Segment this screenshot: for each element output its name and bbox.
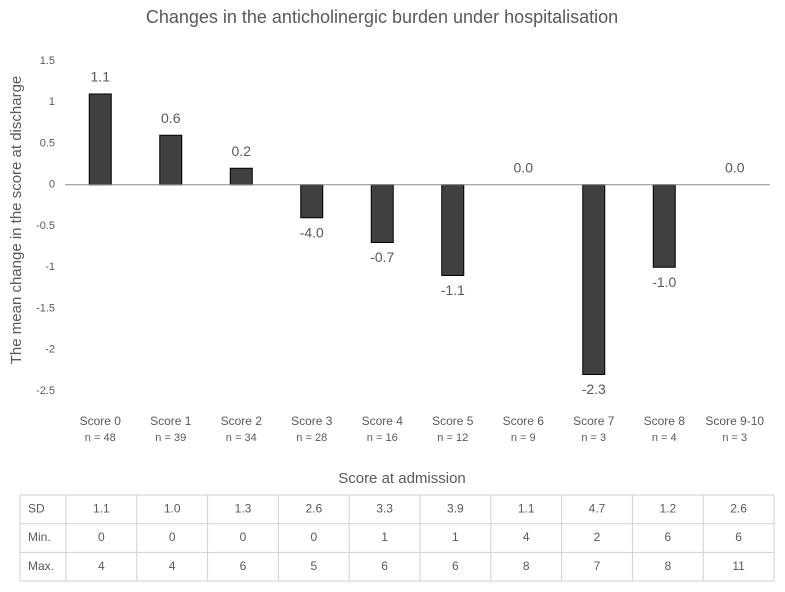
x-tick-label: Score 2 bbox=[221, 414, 263, 428]
table-cell: 5 bbox=[310, 559, 317, 573]
chart-title: Changes in the anticholinergic burden un… bbox=[146, 7, 618, 27]
table-cell: 1 bbox=[452, 530, 459, 544]
category-note: n = 4 bbox=[652, 432, 677, 444]
table-cell: 2 bbox=[594, 530, 601, 544]
y-tick-label: 0 bbox=[49, 179, 55, 191]
category-note: n = 3 bbox=[581, 432, 606, 444]
data-label: 0.0 bbox=[725, 159, 745, 175]
category-note: n = 3 bbox=[722, 432, 747, 444]
table-cell: 6 bbox=[381, 559, 388, 573]
table-cell: 8 bbox=[664, 559, 671, 573]
x-tick-label: Score 1 bbox=[150, 414, 192, 428]
y-tick-label: -2 bbox=[45, 344, 55, 356]
y-tick-label: -1.5 bbox=[36, 302, 55, 314]
table-row-header: Max. bbox=[28, 559, 54, 573]
bar bbox=[88, 93, 112, 186]
table-cell: 1.1 bbox=[518, 502, 535, 516]
x-tick-label: Score 4 bbox=[362, 414, 404, 428]
table-cell: 7 bbox=[594, 559, 601, 573]
table-cell: 1.3 bbox=[235, 502, 252, 516]
x-axis-label: Score at admission bbox=[338, 470, 466, 487]
table-cell: 2.6 bbox=[305, 502, 322, 516]
data-label: -1.0 bbox=[652, 274, 676, 290]
x-tick-label: Score 8 bbox=[644, 414, 686, 428]
data-label: 1.1 bbox=[91, 69, 111, 85]
table-cell: 2.6 bbox=[730, 502, 747, 516]
y-tick-label: 1 bbox=[49, 96, 55, 108]
table-cell: 6 bbox=[664, 530, 671, 544]
data-label: -2.3 bbox=[582, 381, 606, 397]
data-label: 0.0 bbox=[514, 159, 534, 175]
data-label: -1.1 bbox=[441, 282, 465, 298]
bar bbox=[229, 167, 253, 186]
x-tick-label: Score 6 bbox=[503, 414, 545, 428]
bar bbox=[582, 184, 606, 375]
table-cell: 1 bbox=[381, 530, 388, 544]
table-cell: 6 bbox=[452, 559, 459, 573]
table-cell: 4 bbox=[523, 530, 530, 544]
category-note: n = 48 bbox=[85, 432, 116, 444]
category-note: n = 28 bbox=[296, 432, 327, 444]
category-note: n = 16 bbox=[367, 432, 398, 444]
table-cell: 1.1 bbox=[93, 502, 110, 516]
table-row-header: SD bbox=[28, 502, 45, 516]
category-note: n = 9 bbox=[511, 432, 536, 444]
y-tick-label: -0.5 bbox=[36, 220, 55, 232]
x-tick-label: Score 7 bbox=[573, 414, 615, 428]
bar bbox=[300, 184, 324, 219]
y-tick-label: -1 bbox=[45, 261, 55, 273]
table-cell: 6 bbox=[240, 559, 247, 573]
table-cell: 4.7 bbox=[589, 502, 606, 516]
x-tick-label: Score 5 bbox=[432, 414, 474, 428]
data-label: 0.2 bbox=[232, 143, 252, 159]
table-cell: 0 bbox=[169, 530, 176, 544]
table-cell: 4 bbox=[98, 559, 105, 573]
y-tick-label: -2.5 bbox=[36, 385, 55, 397]
bar bbox=[652, 184, 676, 268]
x-tick-label: Score 3 bbox=[291, 414, 333, 428]
category-note: n = 12 bbox=[437, 432, 468, 444]
table-row-header: Min. bbox=[28, 530, 51, 544]
data-label: 0.6 bbox=[161, 110, 181, 126]
data-label: -0.7 bbox=[370, 249, 394, 265]
y-axis-label: The mean change in the score at discharg… bbox=[8, 76, 25, 365]
table-cell: 3.9 bbox=[447, 502, 464, 516]
table-cell: 1.2 bbox=[659, 502, 676, 516]
category-note: n = 39 bbox=[155, 432, 186, 444]
bar bbox=[159, 134, 183, 186]
x-tick-label: Score 0 bbox=[80, 414, 122, 428]
bar bbox=[441, 184, 465, 276]
table-cell: 1.0 bbox=[164, 502, 181, 516]
table-cell: 0 bbox=[240, 530, 247, 544]
y-tick-label: 1.5 bbox=[40, 55, 55, 67]
table-cell: 8 bbox=[523, 559, 530, 573]
table-cell: 11 bbox=[732, 559, 745, 573]
x-tick-label: Score 9-10 bbox=[705, 414, 764, 428]
table-cell: 0 bbox=[98, 530, 105, 544]
table-cell: 6 bbox=[735, 530, 742, 544]
table-cell: 0 bbox=[310, 530, 317, 544]
y-tick-label: 0.5 bbox=[40, 137, 55, 149]
data-label: -4.0 bbox=[300, 224, 324, 240]
category-note: n = 34 bbox=[226, 432, 257, 444]
table-cell: 4 bbox=[169, 559, 176, 573]
table-cell: 3.3 bbox=[376, 502, 393, 516]
bar bbox=[370, 184, 394, 243]
